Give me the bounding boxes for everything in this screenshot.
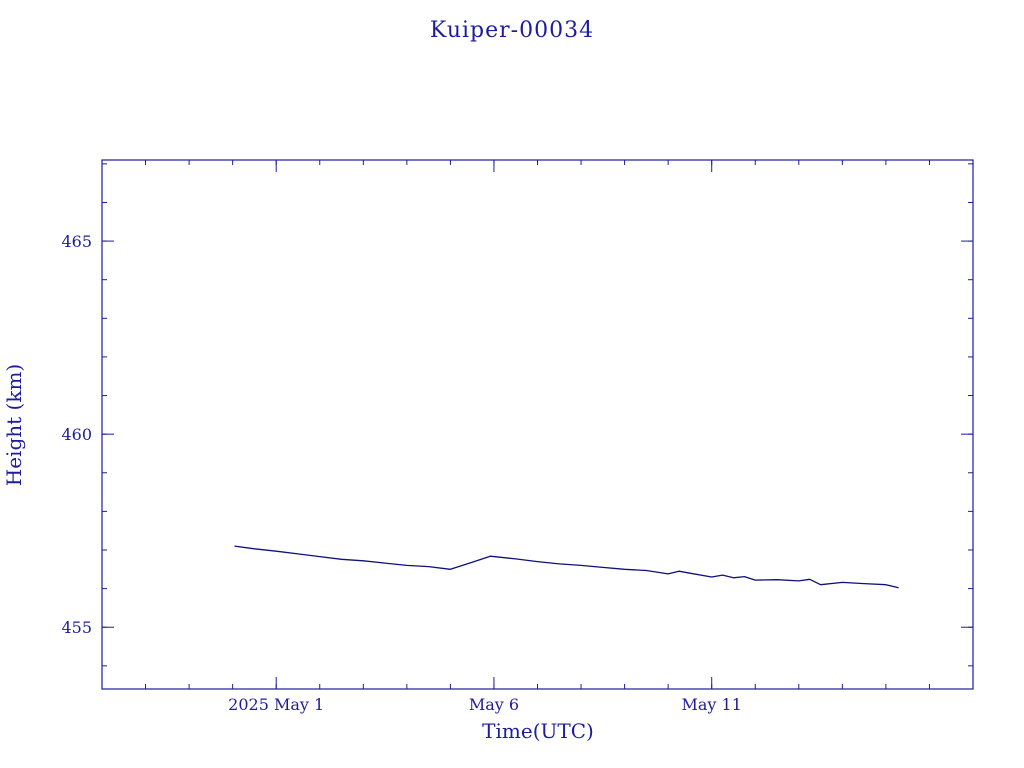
y-tick-label: 455 [61,618,92,637]
x-tick-label: May 6 [469,695,519,714]
axis-tick-labels: 2025 May 1 May 6 May 11 455 460 465 [61,232,741,714]
axis-ticks [102,160,973,689]
x-tick-label: May 11 [681,695,741,714]
x-axis-label: Time(UTC) [482,719,594,743]
y-tick-label: 460 [61,425,92,444]
plot-frame [101,159,974,690]
x-tick-label: 2025 May 1 [228,695,324,714]
height-series-line [234,545,899,589]
y-axis-label: Height (km) [2,364,26,486]
chart-title: Kuiper-00034 [430,18,594,43]
y-tick-label: 465 [61,232,92,251]
